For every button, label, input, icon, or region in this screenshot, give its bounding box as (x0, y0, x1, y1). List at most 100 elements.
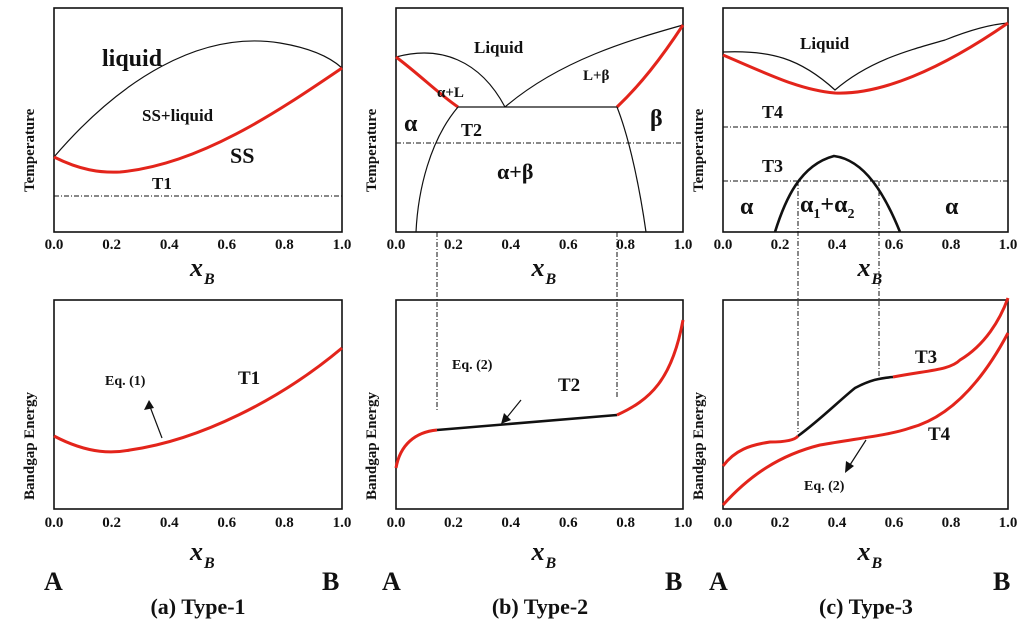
panel-c-bottom-tick-5: 1.0 (999, 515, 1018, 531)
panel-a-bottom-t1-label: T1 (238, 368, 260, 389)
panel-c-liquidus-curve (722, 22, 1009, 91)
panel-c-alpha1-alpha2-label: α1+α2 (800, 192, 854, 222)
panel-a: liquid SS+liquid SS T1 Eq. (1) T1 (53, 7, 343, 510)
panel-a-top-tick-1: 0.2 (102, 237, 121, 253)
panel-a-bottom-tick-5: 1.0 (333, 515, 352, 531)
panel-a-top-frame (53, 7, 343, 233)
panel-a-top-xlabel-sub: B (203, 271, 215, 288)
panel-c-top-tick-2: 0.4 (828, 237, 847, 253)
panel-b-beta-label: β (650, 106, 663, 132)
panel-b-solvus-right (616, 106, 647, 233)
panel-c-top-tick-4: 0.8 (942, 237, 961, 253)
panel-a-bottom-xlabel: x (189, 537, 203, 566)
panel-b-top-frame (395, 7, 684, 233)
panel-c-miscibility-gap (773, 154, 902, 233)
panel-b-top-tick-0: 0.0 (387, 237, 406, 253)
panel-b-bandgap-middle (436, 413, 618, 432)
panel-c-alpha1-subscript: 1 (813, 207, 820, 222)
panel-a-top-tick-0: 0.0 (45, 237, 64, 253)
panel-c-alpha-left-label: α (740, 194, 754, 220)
panel-c-t4-bandgap-curve (721, 332, 1010, 507)
panel-c-bottom-xlabel: x (857, 537, 871, 566)
panel-b-bottom-frame (395, 299, 684, 510)
panel-c-end-left: A (709, 567, 728, 596)
tick-labels-layer: 0.0 0.2 0.4 0.6 0.8 1.0 0.0 0.2 0.4 0.6 0.8 1.0 0.0 0… (45, 237, 1018, 531)
panel-b-end-left: A (382, 567, 401, 596)
panel-a-solidus-curve (53, 66, 343, 174)
panel-a-eq-arrow-line (148, 403, 163, 439)
panel-c-solidus-curve (722, 21, 1009, 95)
panel-a-t1-label: T1 (152, 174, 172, 193)
panel-c-bottom-ylabel: Bandgap Energy (691, 392, 707, 500)
panel-c-top-xlabel-sub: B (871, 271, 883, 288)
panel-c-eq-arrowhead (845, 461, 854, 473)
panel-a-top-ylabel: Temperature (22, 108, 38, 192)
panel-c-bottom-tick-3: 0.6 (885, 515, 904, 531)
panel-c-alpha-right-label: α (945, 194, 959, 220)
panel-b-bandgap-left (394, 428, 438, 469)
panel-a-end-left: A (44, 567, 63, 596)
panel-c-alpha2-subscript: 2 (847, 207, 854, 222)
panel-a-top-tick-3: 0.6 (217, 237, 236, 253)
panel-c-t4-label: T4 (762, 102, 783, 122)
panel-b-solidus-right (615, 24, 685, 109)
panel-a-top-tick-2: 0.4 (160, 237, 179, 253)
panel-a-eq-arrowhead (144, 400, 154, 410)
panel-b-top-ylabel: Temperature (364, 108, 380, 192)
panel-b-bottom-tick-0: 0.0 (387, 515, 406, 531)
panel-a-bandgap-curve (53, 346, 343, 454)
panel-b-end-right: B (665, 567, 682, 596)
panel-b-top-tick-5: 1.0 (674, 237, 693, 253)
panel-b-bottom-tick-3: 0.6 (559, 515, 578, 531)
panel-b-bottom-t2-label: T2 (558, 375, 580, 396)
panel-b-t2-label: T2 (461, 120, 482, 140)
panel-a-ssliquid-label: SS+liquid (142, 106, 214, 125)
panel-b-top-tick-1: 0.2 (444, 237, 463, 253)
panel-c-bottom-t3-label: T3 (915, 347, 937, 368)
panel-c-bottom-tick-2: 0.4 (828, 515, 847, 531)
panel-c-bottom-tick-1: 0.2 (771, 515, 790, 531)
panel-b-caption: (b) Type-2 (492, 594, 588, 619)
panel-c-t3-bandgap-right (892, 297, 1010, 379)
panel-b-eq-label: Eq. (2) (452, 358, 493, 373)
panel-c-end-right: B (993, 567, 1010, 596)
panel-b-top-tick-3: 0.6 (559, 237, 578, 253)
panel-b-bottom-tick-1: 0.2 (444, 515, 463, 531)
panel-c-t3-bandgap-left (721, 434, 800, 467)
panel-a-bottom-tick-3: 0.6 (217, 515, 236, 531)
panel-a-bottom-tick-1: 0.2 (102, 515, 121, 531)
panel-a-bottom-frame (53, 299, 343, 510)
panel-b-al-label: α+L (437, 85, 464, 101)
panel-a-ss-label: SS (230, 143, 254, 168)
panel-b-lb-label: L+β (583, 68, 610, 84)
panel-a-bottom-xlabel-sub: B (203, 555, 215, 572)
panel-c-bottom-t4-label: T4 (928, 424, 951, 445)
panel-a-bottom-tick-2: 0.4 (160, 515, 179, 531)
panel-a-end-right: B (322, 567, 339, 596)
panel-a-caption: (a) Type-1 (150, 594, 245, 619)
panel-c-top-tick-1: 0.2 (771, 237, 790, 253)
panel-b-eq-arrowhead (501, 413, 511, 424)
panel-b-bottom-xlabel-sub: B (545, 555, 557, 572)
panel-c-top-frame (722, 7, 1009, 233)
panel-b-top-tick-4: 0.8 (616, 237, 635, 253)
panel-a-eq-label: Eq. (1) (105, 374, 146, 389)
panel-c-liquid-label: Liquid (800, 34, 850, 53)
panel-c-top-xlabel: x (857, 253, 871, 282)
panel-b: Liquid α+L L+β α β T2 α+β Eq. (2) T2 (394, 7, 685, 510)
panel-a-bottom-tick-4: 0.8 (275, 515, 294, 531)
panel-b-bandgap-right (616, 319, 685, 417)
panel-c-bottom-frame (722, 299, 1009, 510)
panel-c-top-tick-0: 0.0 (714, 237, 733, 253)
panel-b-bottom-tick-5: 1.0 (674, 515, 693, 531)
panel-b-liquidus-left (395, 52, 506, 108)
panel-a-top-tick-4: 0.8 (275, 237, 294, 253)
panel-a-liquid-label: liquid (102, 46, 163, 72)
panel-b-solidus-left (395, 55, 459, 109)
panel-b-top-tick-2: 0.4 (501, 237, 520, 253)
panel-b-bottom-ylabel: Bandgap Energy (364, 392, 380, 500)
panel-a-top-xlabel: x (189, 253, 203, 282)
panel-c-bottom-xlabel-sub: B (871, 555, 883, 572)
panel-a-bottom-tick-0: 0.0 (45, 515, 64, 531)
